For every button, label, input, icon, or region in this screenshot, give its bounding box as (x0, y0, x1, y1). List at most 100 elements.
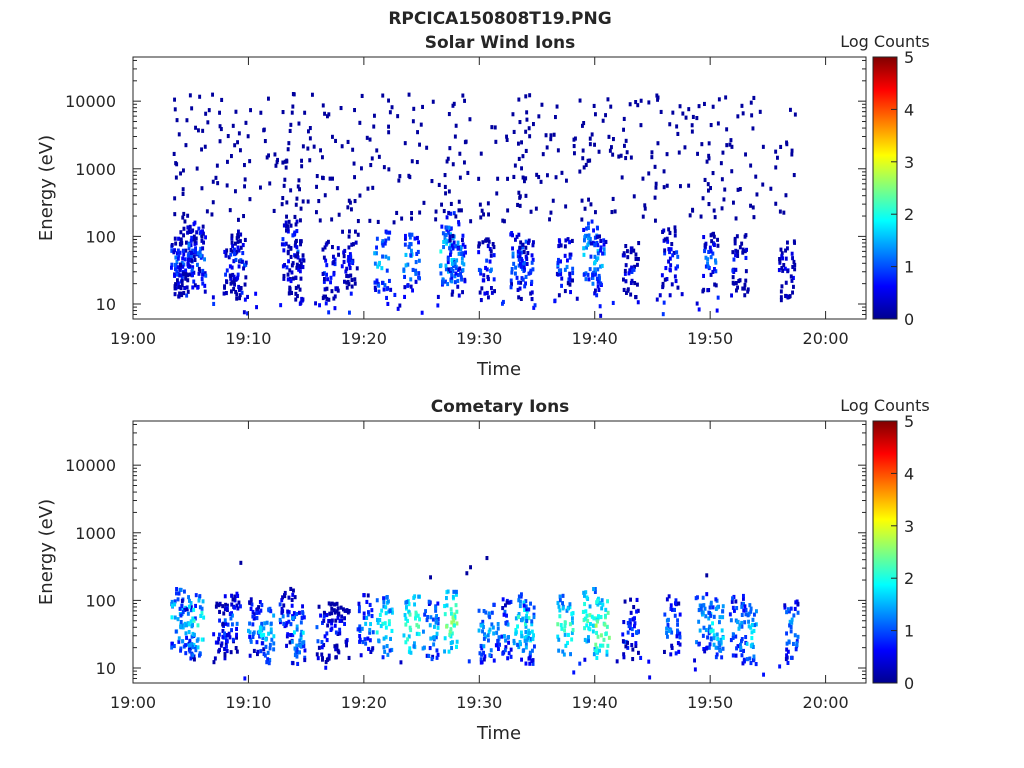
spectrogram-cell (230, 289, 233, 294)
spectrogram-cell (527, 271, 531, 276)
spectrogram-cell (674, 601, 677, 606)
spectrogram-cell (512, 638, 516, 643)
spectrogram-cell (734, 216, 738, 221)
spectrogram-cell (404, 263, 408, 268)
spectrogram-cell (189, 601, 193, 606)
spectrogram-cell (731, 250, 735, 255)
spectrogram-cell (444, 238, 448, 243)
spectrogram-cell (517, 156, 521, 161)
spectrogram-cell (514, 237, 517, 242)
spectrogram-cell (630, 265, 633, 270)
spectrogram-cell (716, 645, 720, 650)
spectrogram-cell (552, 132, 556, 137)
spectrogram-cell (626, 640, 629, 645)
spectrogram-cell (749, 625, 753, 630)
spectrogram-cell (509, 647, 513, 652)
spectrogram-cell (789, 107, 792, 112)
spectrogram-cell (231, 637, 235, 642)
spectrogram-cell (436, 621, 440, 626)
spectrogram-cell (236, 606, 240, 611)
spectrogram-cell (459, 275, 463, 280)
spectrogram-cell (315, 210, 318, 215)
spectrogram-cell (503, 609, 507, 614)
spectrogram-cell (677, 601, 681, 606)
x-tick-label: 19:40 (572, 693, 618, 712)
spectrogram-cell (558, 239, 562, 244)
spectrogram-cell (622, 652, 626, 657)
spectrogram-cell (708, 605, 712, 610)
spectrogram-cell (357, 609, 361, 614)
spectrogram-cell (389, 636, 392, 641)
spectrogram-cell (599, 248, 602, 253)
spectrogram-cell (354, 240, 358, 245)
spectrogram-cell (744, 269, 748, 274)
spectrogram-cell (529, 209, 533, 214)
spectrogram-cell (703, 606, 707, 611)
spectrogram-cell (632, 605, 636, 610)
spectrogram-cell (693, 667, 697, 672)
spectrogram-cell (416, 130, 419, 135)
spectrogram-cell (705, 573, 709, 578)
spectrogram-cell (322, 279, 326, 284)
spectrogram-cell (653, 195, 657, 200)
spectrogram-cell (563, 244, 567, 249)
spectrogram-cell (445, 603, 449, 608)
spectrogram-cell (662, 185, 666, 190)
spectrogram-cell (719, 637, 723, 642)
spectrogram-cell (632, 267, 636, 272)
spectrogram-cell (409, 277, 413, 282)
spectrogram-cell (405, 605, 408, 610)
spectrogram-cell (299, 261, 303, 266)
spectrogram-cell (586, 242, 590, 247)
spectrogram-cell (634, 256, 638, 261)
spectrogram-cell (235, 603, 239, 608)
spectrogram-cell (285, 200, 289, 205)
spectrogram-cell (226, 603, 229, 608)
spectrogram-cell (656, 141, 660, 146)
spectrogram-cell (348, 266, 352, 271)
spectrogram-cell (709, 637, 713, 642)
spectrogram-cell (778, 664, 782, 669)
spectrogram-cell (742, 593, 745, 598)
spectrogram-cell (463, 140, 467, 145)
spectrogram-cell (223, 631, 226, 636)
spectrogram-cell (232, 277, 236, 282)
spectrogram-cell (737, 626, 741, 631)
y-tick-label: 100 (85, 227, 116, 246)
spectrogram-cell (634, 643, 638, 648)
spectrogram-cell (358, 634, 362, 639)
spectrogram-cell (462, 262, 466, 267)
spectrogram-cell (452, 258, 456, 263)
spectrogram-cell (267, 607, 270, 612)
spectrogram-cell (381, 239, 385, 244)
spectrogram-cell (273, 152, 277, 157)
spectrogram-cell (176, 597, 180, 602)
spectrogram-cell (735, 234, 739, 239)
spectrogram-cell (223, 656, 227, 661)
spectrogram-cell (785, 653, 788, 658)
spectrogram-cell (560, 283, 563, 288)
spectrogram-cell (664, 266, 668, 271)
spectrogram-cell (282, 183, 286, 188)
spectrogram-cell (677, 649, 681, 654)
spectrogram-cell (336, 288, 340, 293)
spectrogram-cell (386, 652, 390, 657)
spectrogram-cell (695, 116, 699, 121)
spectrogram-cell (626, 255, 630, 260)
spectrogram-cell (301, 144, 305, 149)
spectrogram-cell (421, 104, 424, 109)
spectrogram-cell (230, 593, 233, 598)
spectrogram-cell (269, 630, 273, 635)
spectrogram-cell (521, 266, 524, 271)
spectrogram-cell (596, 619, 599, 624)
spectrogram-cell (668, 628, 671, 633)
spectrogram-cell (324, 258, 328, 263)
spectrogram-cell (326, 277, 329, 282)
spectrogram-cell (354, 229, 357, 234)
spectrogram-cell (632, 248, 636, 253)
spectrogram-cell (485, 290, 489, 295)
spectrogram-cell (230, 280, 234, 285)
spectrogram-cell (702, 647, 706, 652)
spectrogram-cell (622, 620, 626, 625)
spectrogram-cell (414, 612, 418, 617)
